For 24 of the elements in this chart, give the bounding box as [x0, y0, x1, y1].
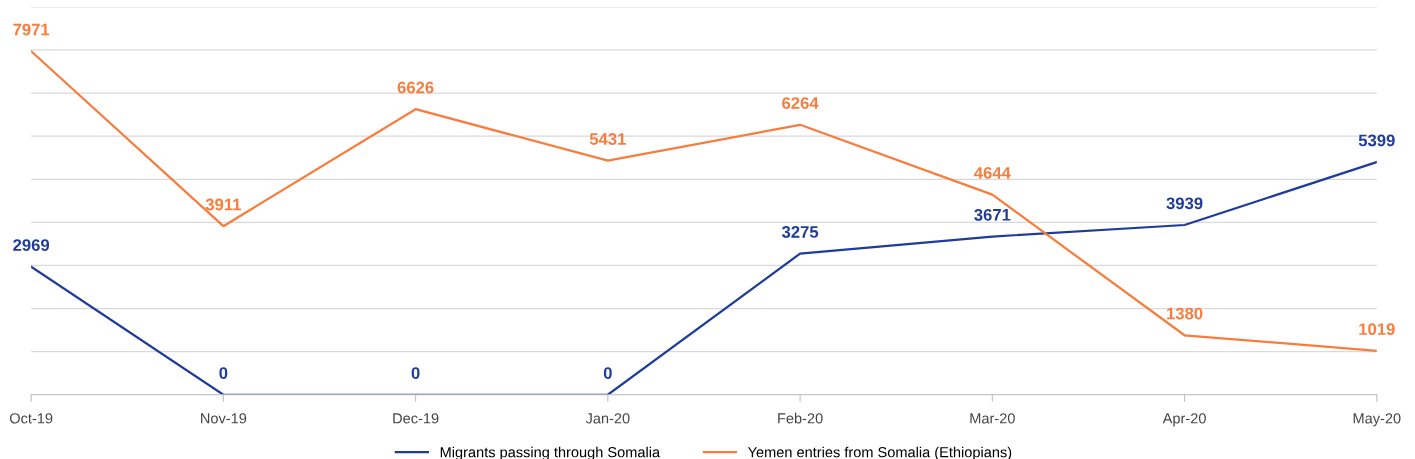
x-tick-label: Nov-19: [201, 413, 247, 424]
data-label: 3911: [205, 198, 241, 211]
data-label: 4644: [974, 167, 1011, 179]
data-label: 3671: [974, 208, 1011, 221]
data-label: 7971: [13, 23, 50, 36]
x-tick-label: May-20: [1353, 413, 1401, 427]
data-label: 5399: [1358, 134, 1395, 147]
x-tick-label: Apr-20: [1162, 413, 1206, 427]
data-label: 6264: [782, 97, 819, 109]
data-label: 0: [219, 367, 228, 379]
x-tick-label: Jan-20: [585, 413, 630, 424]
data-label: 1019: [1359, 323, 1395, 336]
x-tick-label: Feb-20: [778, 412, 823, 424]
x-tick-label: Dec-19: [393, 413, 439, 424]
data-label: 5431: [589, 133, 626, 145]
data-label: 3275: [781, 226, 819, 238]
data-label: 6626: [397, 81, 434, 94]
data-label: 0: [603, 367, 612, 379]
data-label: 2969: [13, 239, 50, 251]
x-tick-label: Mar-20: [970, 413, 1015, 424]
data-label: 0: [411, 367, 420, 379]
data-label: 1380: [1167, 307, 1203, 320]
x-tick-label: Oct-19: [9, 413, 53, 424]
data-label: 3939: [1166, 197, 1203, 210]
